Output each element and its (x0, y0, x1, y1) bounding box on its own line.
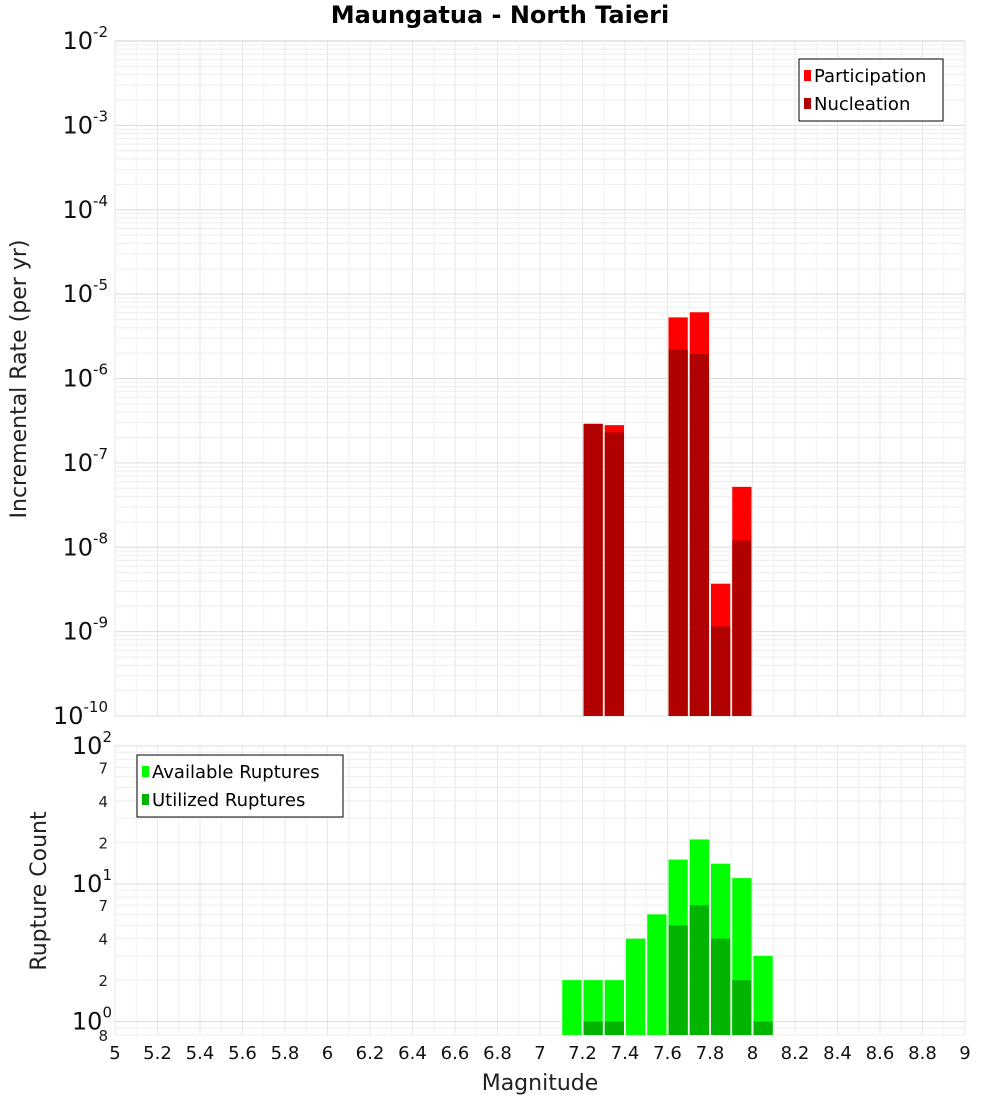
x-tick-label: 5.6 (228, 1043, 257, 1064)
top-y-tick-label: 10-8 (62, 529, 108, 561)
x-tick-label: 7.4 (611, 1043, 640, 1064)
x-tick-label: 8.8 (908, 1043, 937, 1064)
top-y-tick-label: 10-3 (62, 107, 108, 139)
x-tick-label: 7 (534, 1043, 545, 1064)
bottom-utilized-ruptures-bar (668, 925, 688, 1035)
bottom-utilized-ruptures-bar (753, 1021, 773, 1035)
top-plot-area: 10-10 10-9 10-8 10-7 10-6 10-5 10-4 10-3 10-2 In… (7, 23, 966, 730)
x-tick-labels: 5 5.2 5.4 5.6 5.8 6 6.2 6.4 6.6 6.8 7 7.2 7.4 7.6 7.8 8… (109, 1043, 970, 1064)
bottom-utilized-ruptures-bar (732, 980, 752, 1035)
bottom-y-minor-label: 4 (98, 793, 108, 811)
legend-label: Utilized Ruptures (152, 790, 305, 811)
bottom-utilized-ruptures-bar (583, 1021, 603, 1035)
top-y-tick-labels: 10-10 10-9 10-8 10-7 10-6 10-5 10-4 10-3 10-2 (53, 23, 108, 730)
top-nucleation-bar (604, 432, 624, 716)
legend-swatch (804, 70, 811, 81)
top-y-tick-label: 10-2 (62, 23, 108, 55)
top-nucleation-bar (583, 423, 603, 716)
x-tick-label: 6.4 (398, 1043, 427, 1064)
bottom-available-ruptures-bar (604, 980, 624, 1035)
x-tick-label: 6 (322, 1043, 333, 1064)
x-tick-label: 6.6 (441, 1043, 470, 1064)
bottom-utilized-ruptures-bar (711, 938, 731, 1035)
top-y-tick-label: 10-10 (53, 698, 108, 730)
x-tick-label: 5.4 (186, 1043, 215, 1064)
legend-swatch (804, 98, 811, 109)
x-tick-label: 5.8 (271, 1043, 300, 1064)
bottom-y-minor-label: 8 (98, 1027, 108, 1045)
bottom-available-ruptures-bar (753, 955, 773, 1035)
x-tick-label: 8 (747, 1043, 758, 1064)
top-bars (583, 312, 752, 716)
bottom-legend: Available Ruptures Utilized Ruptures (136, 754, 344, 818)
bottom-utilized-ruptures-bar (604, 1021, 624, 1035)
top-y-tick-label: 10-6 (62, 361, 108, 393)
x-tick-label: 8.4 (823, 1043, 852, 1064)
x-tick-label: 5 (109, 1043, 120, 1064)
bottom-y-tick-labels: 100 101 102 8 2 4 7 2 4 7 (72, 728, 112, 1045)
top-y-tick-label: 10-7 (62, 445, 108, 477)
legend-label: Available Ruptures (152, 762, 320, 783)
legend-label: Participation (814, 66, 926, 87)
x-tick-label: 7.2 (568, 1043, 597, 1064)
bottom-y-minor-label: 7 (98, 897, 108, 915)
top-nucleation-bar (732, 540, 752, 716)
bottom-y-minor-label: 2 (98, 834, 108, 852)
x-tick-label: 7.6 (653, 1043, 682, 1064)
bottom-utilized-ruptures-bar (689, 905, 709, 1035)
x-tick-label: 7.8 (696, 1043, 725, 1064)
legend-label: Nucleation (814, 94, 910, 115)
x-tick-label: 5.2 (143, 1043, 172, 1064)
x-tick-label: 9 (959, 1043, 970, 1064)
top-grid (114, 41, 966, 717)
top-y-tick-label: 10-4 (62, 192, 108, 224)
legend-swatch (142, 794, 149, 805)
legend-box (136, 754, 344, 818)
bottom-y-major-label: 102 (72, 728, 112, 760)
top-nucleation-bar (689, 354, 709, 716)
top-y-axis-label: Incremental Rate (per yr) (7, 240, 32, 519)
top-y-tick-label: 10-9 (62, 614, 108, 646)
bottom-available-ruptures-bar (583, 980, 603, 1035)
bottom-available-ruptures-bar (562, 980, 582, 1035)
bottom-bars (562, 839, 773, 1035)
bottom-y-minor-label: 2 (98, 972, 108, 990)
x-tick-label: 8.2 (781, 1043, 810, 1064)
bottom-available-ruptures-bar (647, 914, 667, 1035)
bottom-y-major-label: 100 (72, 1004, 112, 1036)
bottom-y-minor-label: 4 (98, 931, 108, 949)
top-nucleation-bar (668, 349, 688, 716)
bottom-plot-area: 100 101 102 8 2 4 7 2 4 7 5 5.2 5.4 5.6 5.8 6 6.2 6.4 6.6… (27, 728, 971, 1096)
bottom-grid (114, 745, 966, 1036)
bottom-y-minor-label: 7 (98, 759, 108, 777)
x-tick-label: 6.2 (356, 1043, 385, 1064)
top-nucleation-bar (711, 626, 731, 716)
legend-box (798, 58, 944, 122)
bottom-y-major-label: 101 (72, 866, 112, 898)
x-axis-label: Magnitude (482, 1071, 599, 1096)
x-tick-label: 6.8 (483, 1043, 512, 1064)
bottom-available-ruptures-bar (626, 938, 646, 1035)
legend-swatch (142, 766, 149, 777)
top-y-tick-label: 10-5 (62, 276, 108, 308)
chart-title: Maungatua - North Taieri (331, 1, 669, 29)
top-legend: Participation Nucleation (798, 58, 944, 122)
bottom-y-axis-label: Rupture Count (27, 811, 52, 971)
x-tick-label: 8.6 (866, 1043, 895, 1064)
